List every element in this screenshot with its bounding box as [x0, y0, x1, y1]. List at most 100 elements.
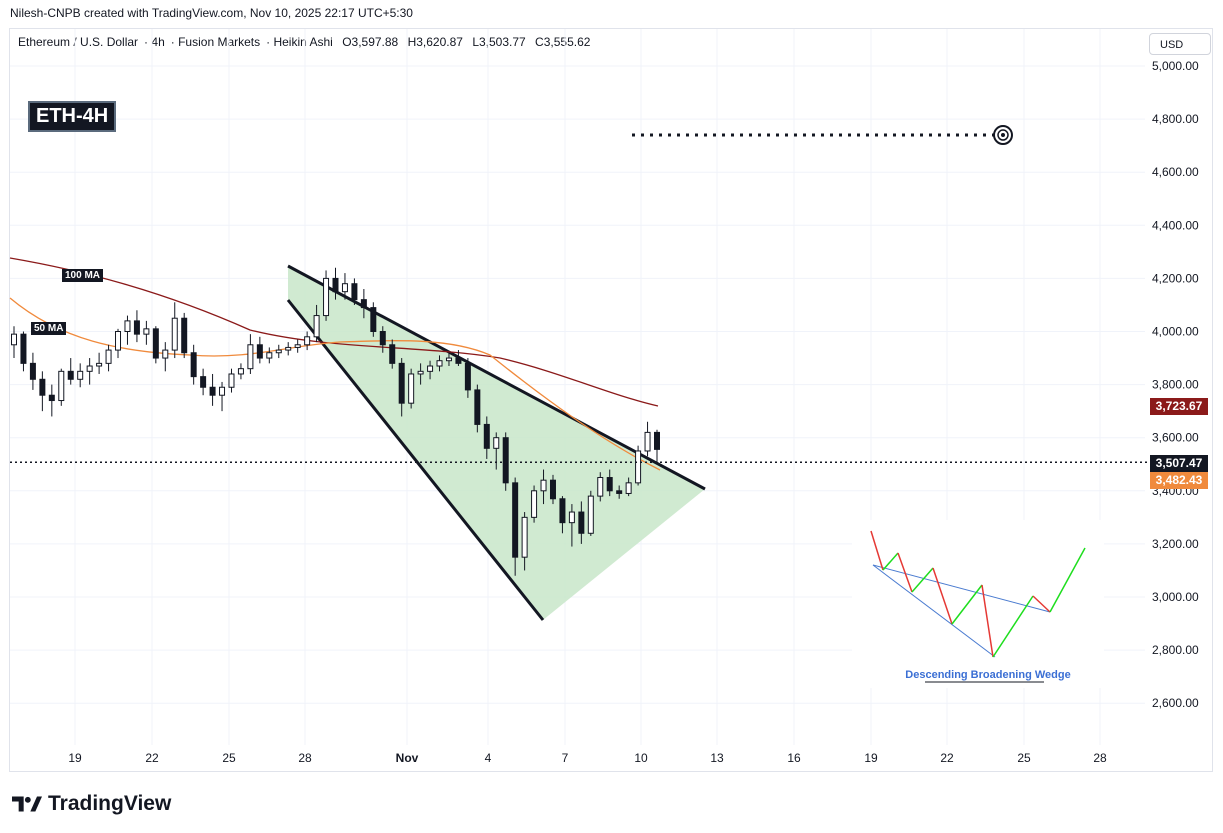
inset-upper-line [872, 564, 1051, 613]
candle [48, 384, 55, 417]
candle [360, 289, 367, 319]
candle-body [266, 352, 273, 359]
candle [549, 474, 556, 505]
candle-body [351, 283, 358, 301]
x-tick-label: 28 [298, 751, 312, 765]
x-tick-label: 25 [1017, 751, 1031, 765]
candle-body [200, 376, 207, 388]
y-tick-label: 3,000.00 [1152, 590, 1199, 604]
y-tick-label: 4,400.00 [1152, 218, 1199, 232]
y-tick-label: 2,600.00 [1152, 696, 1199, 710]
candle [455, 350, 462, 367]
candle [323, 270, 330, 321]
candle-body [105, 349, 112, 364]
tradingview-logo-icon [12, 796, 42, 812]
wedge-lower-trendline [286, 299, 545, 621]
candle-body [398, 362, 405, 404]
ma100-line [9, 257, 659, 407]
candle [464, 358, 471, 398]
candle-body [549, 479, 556, 500]
candle [445, 352, 452, 367]
candle-body [644, 431, 651, 452]
currency-selector[interactable]: USD [1149, 33, 1211, 55]
candle-body [464, 362, 471, 391]
x-tick-label: 25 [222, 751, 236, 765]
candle-body [578, 511, 585, 534]
candle [86, 358, 93, 385]
candle-body [654, 431, 660, 450]
candle [644, 421, 651, 457]
candle-body [635, 450, 642, 484]
x-tick-label: 7 [562, 751, 569, 765]
candle-body [115, 331, 122, 351]
candle [370, 302, 377, 337]
candle-body [247, 344, 254, 370]
candle [474, 384, 481, 433]
x-tick-label: 16 [787, 751, 801, 765]
candle-body [209, 386, 216, 396]
ma100-price-tag: 3,723.67 [1150, 398, 1208, 415]
symbol-name[interactable]: Ethereum / U.S. Dollar [18, 35, 139, 49]
x-tick-label: 22 [940, 751, 954, 765]
tradingview-logo[interactable]: TradingView [12, 792, 171, 816]
inset-up-leg [992, 595, 1034, 658]
candle [512, 477, 519, 576]
x-tick-label: Nov [396, 751, 419, 765]
candle [115, 328, 122, 359]
candle-body [304, 336, 311, 346]
candle [341, 273, 348, 300]
candle-body [445, 357, 452, 362]
candle [587, 490, 594, 536]
candle [29, 352, 36, 390]
chart-caption: Nilesh-CNPB created with TradingView.com… [10, 6, 413, 20]
candle [105, 344, 112, 372]
candle [304, 331, 311, 351]
candle-body [323, 277, 330, 317]
y-tick-label: 4,200.00 [1152, 271, 1199, 285]
candle-body [616, 490, 623, 494]
ohlc-open: O3,597.88 [342, 35, 399, 49]
candle-body [77, 370, 84, 380]
symbol-interval[interactable]: 4h [151, 35, 165, 49]
candle [219, 381, 226, 412]
candle [531, 485, 538, 523]
candle [143, 320, 150, 345]
ohlc-close: C3,555.62 [535, 35, 591, 49]
candle [256, 336, 263, 364]
candle-body [455, 357, 462, 364]
candle [58, 368, 65, 406]
candle-body [219, 386, 226, 396]
candle [483, 416, 490, 459]
candle-body [171, 317, 178, 351]
inset-lower-line [872, 564, 996, 658]
candle-body [133, 320, 140, 335]
candle [389, 339, 396, 369]
candle-body [237, 368, 244, 375]
ma100-label: 100 MA [62, 269, 104, 282]
candle-body [48, 394, 55, 402]
x-tick-label: 28 [1093, 751, 1107, 765]
ohlc-low: L3,503.77 [472, 35, 526, 49]
candle-body [493, 437, 500, 449]
candle [606, 469, 613, 497]
candle-body [512, 482, 519, 558]
y-tick-label: 4,000.00 [1152, 325, 1199, 339]
candle [521, 512, 528, 571]
symbol-style: Heikin Ashi [273, 35, 333, 49]
candle [275, 344, 282, 359]
x-tick-label: 22 [145, 751, 159, 765]
y-tick-label: 3,600.00 [1152, 431, 1199, 445]
ma50-label: 50 MA [31, 322, 67, 335]
candle-body [436, 360, 443, 367]
candle-body [228, 373, 235, 388]
candle-body [162, 349, 169, 359]
symbol-exchange: Fusion Markets [178, 35, 261, 49]
inset-down-leg [1032, 595, 1051, 613]
inset-down-leg [981, 584, 994, 658]
y-tick-label: 3,200.00 [1152, 537, 1199, 551]
candle [313, 304, 320, 343]
y-tick-label: 3,800.00 [1152, 378, 1199, 392]
candle [171, 302, 178, 359]
candle-body [521, 516, 528, 558]
